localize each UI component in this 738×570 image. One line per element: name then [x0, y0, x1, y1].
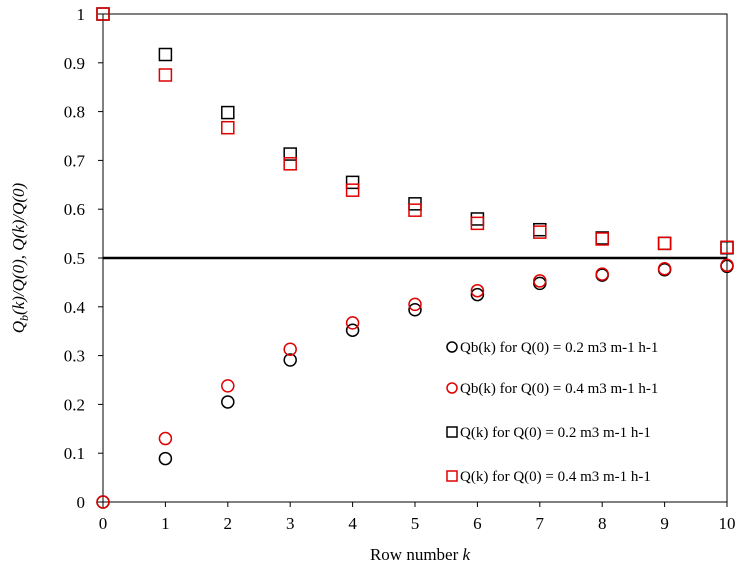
data-point [283, 147, 297, 161]
data-point [533, 225, 547, 239]
y-tick-label: 0.9 [64, 54, 85, 73]
x-tick-label: 0 [99, 514, 108, 533]
data-point [657, 236, 672, 251]
x-tick-label: 9 [660, 514, 669, 533]
data-point [470, 216, 485, 231]
data-point [96, 495, 110, 509]
x-tick-label: 3 [286, 514, 295, 533]
data-point [408, 203, 422, 217]
data-point [657, 236, 672, 251]
legend-entry: Q(k) for Q(0) = 0.4 m3 m-1 h-1 [446, 469, 651, 485]
series-4 [96, 7, 734, 255]
data-point [96, 7, 110, 21]
y-tick-label: 1 [77, 5, 86, 24]
y-tick-label: 0.4 [64, 298, 86, 317]
y-tick-label: 0.5 [64, 249, 85, 268]
data-point [221, 120, 235, 135]
x-axis-title: Row number k [370, 545, 471, 564]
legend-label: Qb(k) for Q(0) = 0.2 m3 m-1 h-1 [460, 340, 658, 356]
legend: Qb(k) for Q(0) = 0.2 m3 m-1 h-1 Qb(k) for… [446, 340, 658, 485]
data-point [408, 297, 422, 312]
data-point [595, 232, 609, 246]
x-tick-label: 5 [411, 514, 420, 533]
data-point [158, 451, 173, 466]
data-point [345, 323, 360, 337]
data-point [158, 431, 173, 446]
x-tick-label: 7 [536, 514, 545, 533]
y-tick-label: 0.2 [64, 395, 85, 414]
data-series [96, 7, 734, 509]
x-tick-label: 1 [161, 514, 170, 533]
data-point [221, 395, 235, 409]
data-point [158, 68, 173, 82]
y-tick-label: 0.6 [64, 200, 85, 219]
legend-label: Q(k) for Q(0) = 0.4 m3 m-1 h-1 [460, 469, 651, 485]
data-point [595, 231, 609, 245]
data-point [470, 212, 485, 226]
data-point [158, 47, 173, 62]
y-tick-labels: 0 0.1 0.2 0.3 0.4 0.5 0.6 0.7 0.8 0.9 1 [64, 5, 86, 512]
data-point [345, 175, 360, 190]
legend-entry: Qb(k) for Q(0) = 0.2 m3 m-1 h-1 [446, 340, 658, 356]
legend-circle-marker [446, 341, 458, 353]
data-point [720, 240, 734, 255]
axes [98, 13, 728, 507]
data-point [283, 157, 297, 171]
legend-label: Q(k) for Q(0) = 0.2 m3 m-1 h-1 [460, 425, 651, 441]
data-point [408, 302, 422, 317]
data-point [283, 353, 297, 367]
data-point [470, 287, 485, 302]
x-tick-label: 10 [719, 514, 736, 533]
legend-entry: Q(k) for Q(0) = 0.2 m3 m-1 h-1 [446, 425, 651, 441]
data-point [657, 261, 672, 276]
y-tick-label: 0.7 [64, 151, 86, 170]
data-point [221, 105, 235, 120]
y-axis-title: Qb(k)/Q(0), Q(k)/Q(0) [9, 182, 31, 333]
y-tick-label: 0.1 [64, 444, 85, 463]
legend-circle-marker [446, 382, 458, 394]
x-tick-label: 6 [473, 514, 482, 533]
legend-label: Qb(k) for Q(0) = 0.4 m3 m-1 h-1 [460, 381, 658, 397]
x-tick-label: 8 [598, 514, 607, 533]
legend-entry: Qb(k) for Q(0) = 0.4 m3 m-1 h-1 [446, 381, 658, 397]
x-tick-label: 2 [224, 514, 233, 533]
x-tick-label: 4 [348, 514, 357, 533]
legend-square-marker [446, 426, 458, 438]
series-2 [96, 258, 734, 509]
data-point [533, 274, 547, 288]
y-tick-label: 0.3 [64, 347, 85, 366]
data-point [595, 267, 609, 281]
data-point [345, 183, 360, 197]
legend-square-marker [446, 470, 458, 482]
y-tick-label: 0 [77, 493, 86, 512]
data-point [283, 342, 297, 357]
x-tick-labels: 0 1 2 3 4 5 6 7 8 9 10 [99, 514, 736, 533]
data-point [221, 379, 235, 393]
y-tick-label: 0.8 [64, 103, 85, 122]
data-point [345, 316, 360, 330]
data-point [470, 283, 485, 298]
data-point [720, 258, 734, 273]
